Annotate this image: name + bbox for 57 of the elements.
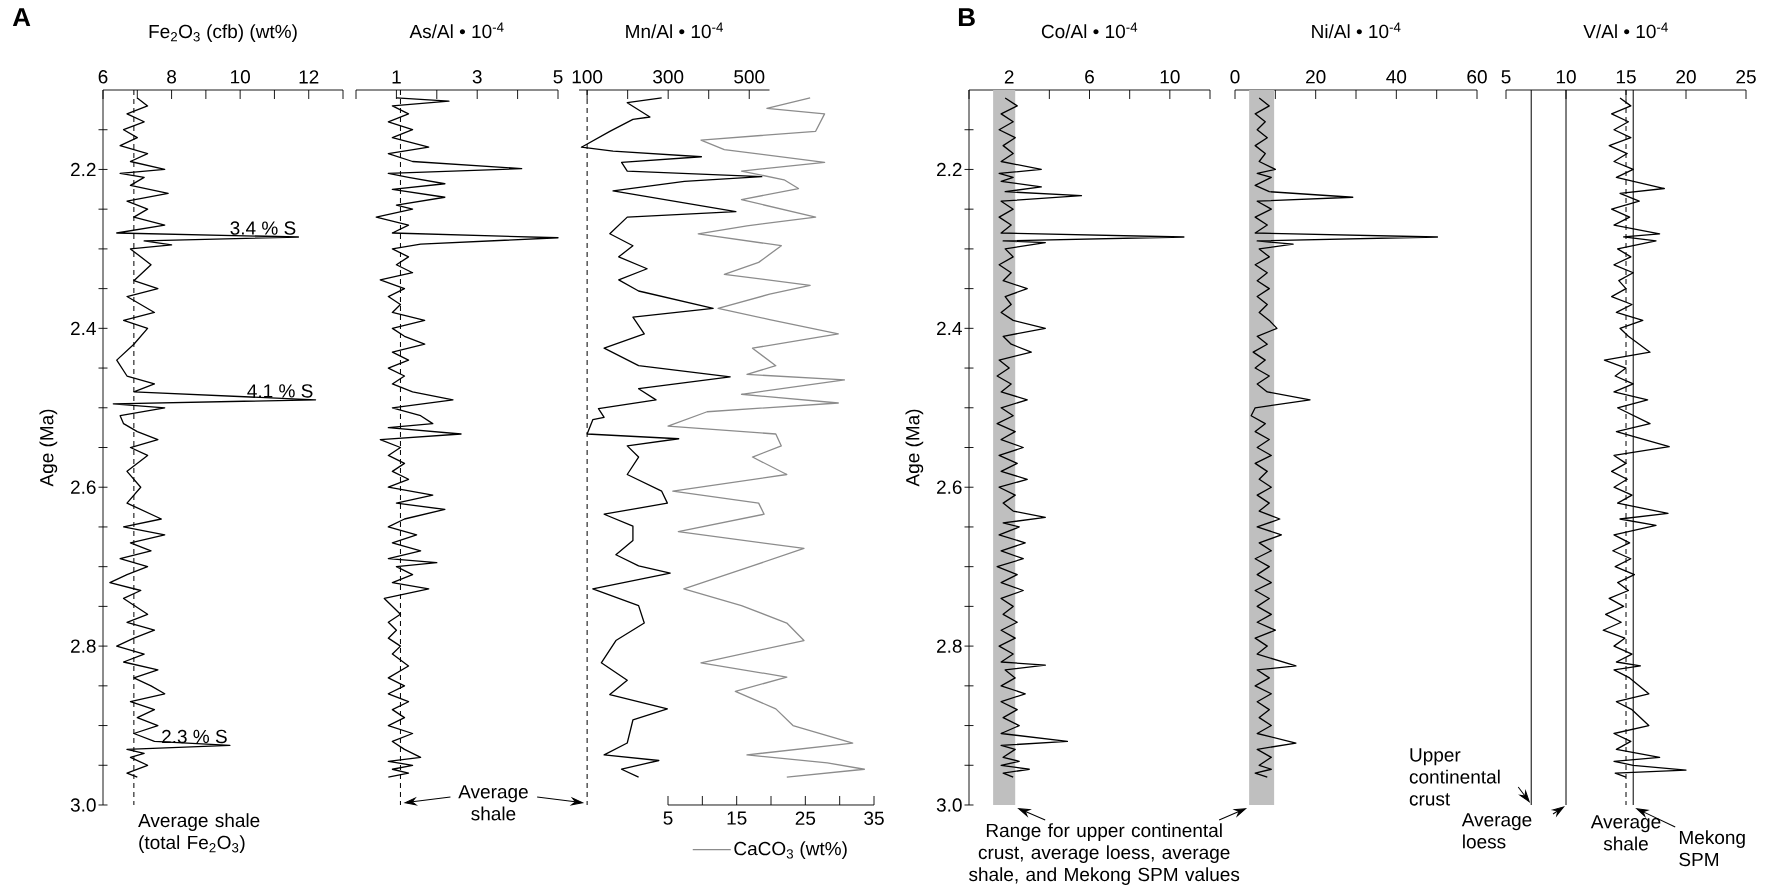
x-tick-label: 6 [98,70,108,84]
x-tick-label: 10 [1160,70,1180,84]
text: B [958,8,975,27]
y-tick-label: 3.0 [936,798,962,812]
y-tick-label: 2.8 [937,639,962,653]
ref-line-label: Average shale (total Fe$_{2}$O$_{3}$) [138,813,260,853]
y-tick-label: 2.2 [937,162,962,177]
x-tick-label: 300 [653,70,684,84]
x-tick-label: 0 [1230,70,1240,84]
text: A [12,8,31,27]
x-tick-label: 3 [472,70,482,84]
y-tick-label: 2.6 [71,480,96,494]
ref-line-label: Average shale [1590,815,1661,851]
band-label: Range for upper continental crust, average loess, average shale, and Mekong SPM values [969,823,1240,885]
x-axis-title: Mn/Al • 10$^{-4}$ [626,22,723,39]
x-tick-label: 20 [1306,70,1326,84]
y-tick-label: 3.0 [70,798,96,812]
x-tick-label: 40 [1386,70,1407,84]
x-tick-label: 5 [1501,70,1511,84]
x2-tick-label: 25 [795,811,816,825]
x-tick-label: 60 [1467,70,1487,84]
x2-tick-label: 5 [663,811,673,825]
y-tick-label: 2.2 [71,162,96,177]
y-axis-title: Age (Ma) [905,409,924,487]
x-axis-title: Ni/Al • 10$^{-4}$ [1312,22,1401,39]
y-tick-label: 2.4 [71,321,96,335]
x-tick-label: 15 [1616,70,1636,84]
x-tick-label: 10 [1556,70,1576,84]
x-tick-label: 100 [572,70,603,84]
x-axis-title: V/Al • 10$^{-4}$ [1583,22,1668,39]
y-tick-label: 2.4 [937,321,962,335]
y-tick-label: 2.6 [937,480,962,494]
x-tick-label: 5 [553,70,563,84]
x-tick-label: 25 [1736,70,1756,84]
legend-label: CaCO$_{3}$ (wt%) [734,841,847,860]
x2-tick-label: 35 [864,811,884,825]
ref-line-label: Average shale [458,785,528,821]
ref-line-label: Mekong SPM [1679,830,1745,867]
x-tick-label: 20 [1676,70,1696,84]
ref-line-label: Upper continental crust [1409,748,1500,806]
x-tick-label: 10 [231,70,250,84]
legend-label: Average loess [1461,813,1532,849]
x-tick-label: 1 [392,70,401,84]
x2-tick-label: 15 [727,811,747,825]
x-axis-title: Fe$_{2}$O$_{3}$ (cfb) (wt%) [149,24,297,42]
annotation: 2.3 % S [162,729,227,744]
x-tick-label: 2 [1004,70,1014,84]
x-axis-title: As/Al • 10$^{-4}$ [409,22,504,39]
annotation: 3.4 % S [230,221,296,235]
y-axis-title: Age (Ma) [39,409,58,487]
x-tick-label: 12 [299,70,319,84]
x-tick-label: 6 [1085,70,1094,84]
x-tick-label: 8 [167,70,177,84]
x-tick-label: 500 [734,70,765,84]
x-axis-title: Co/Al • 10$^{-4}$ [1041,22,1138,39]
y-tick-label: 2.8 [71,639,96,653]
annotation: 4.1 % S [247,384,313,398]
